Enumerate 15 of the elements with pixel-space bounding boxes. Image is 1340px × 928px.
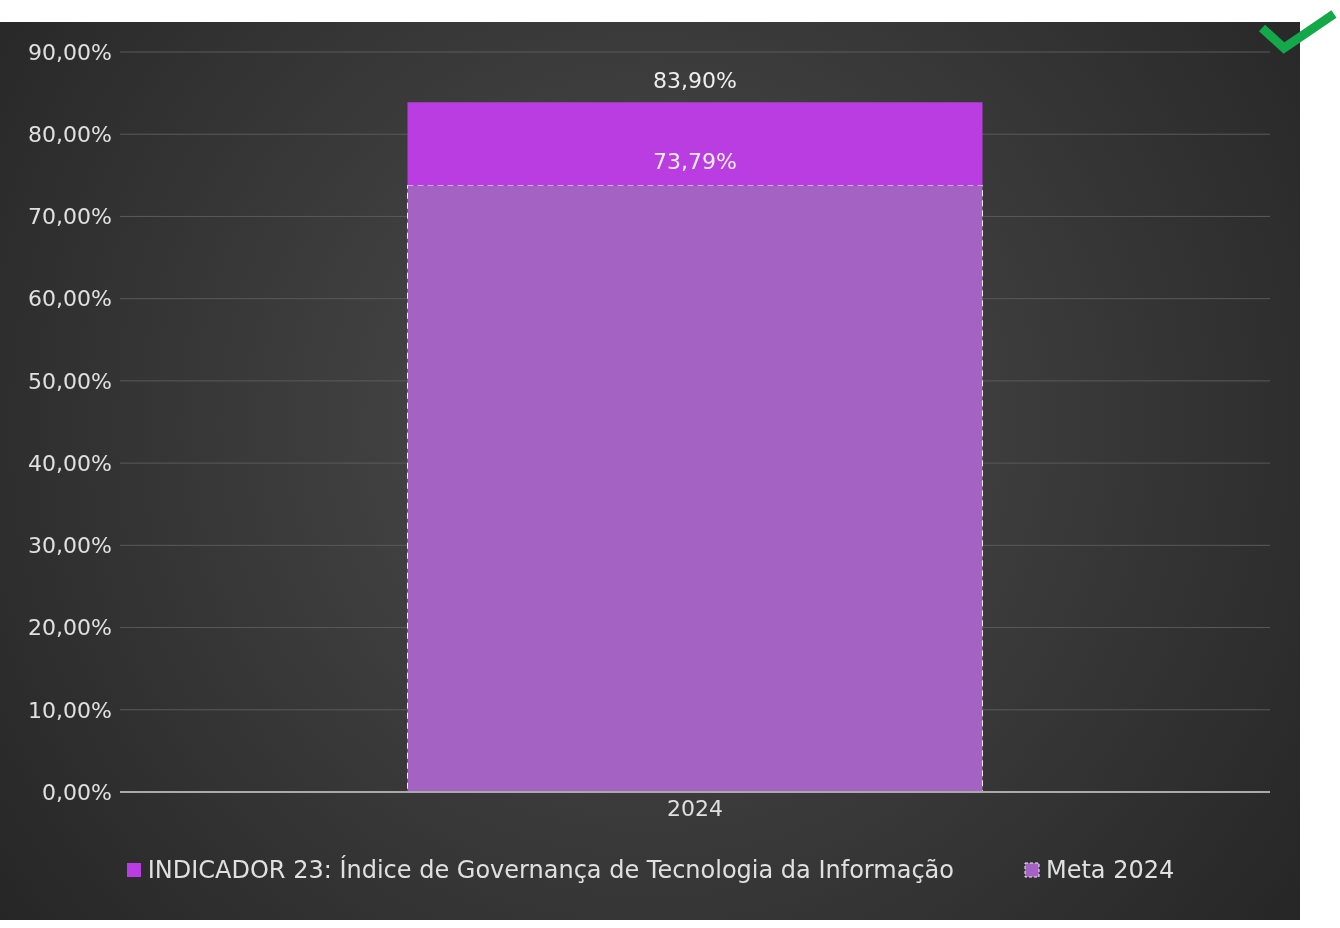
y-tick-label: 70,00%	[28, 204, 112, 230]
y-tick-label: 10,00%	[28, 697, 112, 723]
legend-label: INDICADOR 23: Índice de Governança de Tecnologia da Informação	[147, 856, 954, 884]
legend-label: Meta 2024	[1045, 856, 1175, 884]
total-label: 83,90%	[653, 68, 737, 94]
y-tick-label: 60,00%	[28, 286, 112, 312]
data-label: 73,79%	[653, 148, 737, 174]
x-tick-label: 2024	[667, 795, 723, 821]
y-tick-label: 90,00%	[28, 39, 112, 65]
y-tick-label: 50,00%	[28, 368, 112, 394]
y-tick-label: 20,00%	[28, 615, 112, 641]
y-tick-label: 40,00%	[28, 450, 112, 476]
y-tick-label: 30,00%	[28, 533, 112, 559]
y-tick-label: 80,00%	[28, 122, 112, 148]
y-tick-label: 0,00%	[42, 779, 112, 805]
